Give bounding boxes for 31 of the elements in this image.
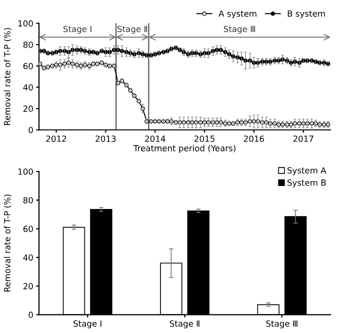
legend-label: System A	[287, 167, 326, 176]
y-tick-label: 100	[18, 168, 33, 175]
y-tick-label: 20	[23, 283, 33, 290]
y-tick-label: 100	[18, 20, 33, 27]
x-tick-label: 2014	[145, 136, 166, 142]
y-tick-label: 60	[23, 62, 33, 70]
x-tick-label: 2017	[293, 136, 314, 142]
y-tick-label: 40	[23, 84, 33, 91]
y-tick-label: 80	[23, 42, 33, 48]
y-tick-label: 20	[23, 106, 33, 112]
y-axis-title: Removal rate of T-P (%)	[4, 194, 12, 292]
annotation: Stage Ⅰ	[63, 26, 92, 34]
x-tick-label: Stage Ⅲ	[266, 320, 298, 328]
y-tick-label: 0	[28, 126, 33, 134]
x-axis-title: Treatment period (Years)	[133, 144, 236, 153]
legend-label: A system	[218, 10, 256, 18]
x-tick-label: 2013	[96, 136, 116, 142]
x-tick-label: Stage Ⅱ	[170, 320, 200, 328]
x-tick-label: 2015	[194, 136, 214, 142]
y-tick-label: 80	[23, 197, 33, 204]
x-tick-label: 2012	[46, 136, 66, 142]
x-tick-label: 2016	[244, 136, 264, 142]
annotation: Stage Ⅲ	[224, 26, 256, 34]
y-tick-label: 40	[23, 254, 33, 261]
y-tick-label: 60	[23, 226, 33, 232]
x-tick-label: Stage Ⅰ	[74, 320, 102, 328]
y-axis-title: Removal rate of T-P (%)	[4, 28, 12, 125]
legend-label: B system	[288, 10, 325, 18]
legend-label: System B	[287, 179, 326, 188]
annotation: Stage Ⅱ	[118, 26, 147, 34]
y-tick-label: 0	[28, 312, 33, 318]
